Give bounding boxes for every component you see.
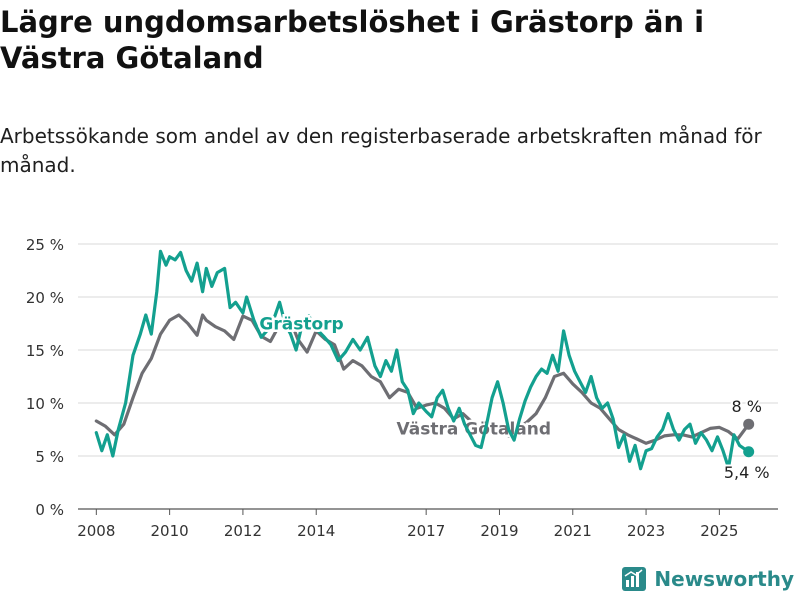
- x-tick-label: 2017: [407, 522, 445, 540]
- newsworthy-logo: Newsworthy: [622, 564, 794, 594]
- y-tick-label: 10 %: [26, 395, 64, 413]
- chart-subtitle: Arbetssökande som andel av den registerb…: [0, 124, 762, 177]
- newsworthy-logo-text: Newsworthy: [654, 567, 794, 591]
- x-tick-label: 2025: [700, 522, 738, 540]
- chart-title: Lägre ungdomsarbetslöshet i Grästorp än …: [0, 5, 705, 75]
- x-tick-label: 2023: [627, 522, 665, 540]
- series-label-v-stra-g-taland: Västra Götaland: [397, 419, 552, 439]
- series-line-gr-storp: [94, 249, 751, 471]
- x-tick-label: 2014: [297, 522, 335, 540]
- y-tick-label: 25 %: [26, 236, 64, 254]
- x-tick-label: 2021: [554, 522, 592, 540]
- x-tick-label: 2019: [480, 522, 518, 540]
- x-tick-label: 2008: [77, 522, 115, 540]
- y-tick-label: 20 %: [26, 289, 64, 307]
- y-tick-label: 15 %: [26, 342, 64, 360]
- end-value-label-gr-storp: 5,4 %: [724, 463, 770, 482]
- end-point-marker-v-stra-g-taland: [743, 418, 755, 430]
- y-tick-label: 5 %: [35, 448, 64, 466]
- x-tick-label: 2010: [151, 522, 189, 540]
- x-tick-label: 2012: [224, 522, 262, 540]
- end-value-label-v-stra-g-taland: 8 %: [731, 397, 761, 416]
- newsworthy-logo-icon: [622, 567, 647, 591]
- end-point-marker-gr-storp: [743, 446, 755, 458]
- y-tick-label: 0 %: [35, 501, 64, 519]
- series-label-gr-storp: Grästorp: [259, 315, 343, 335]
